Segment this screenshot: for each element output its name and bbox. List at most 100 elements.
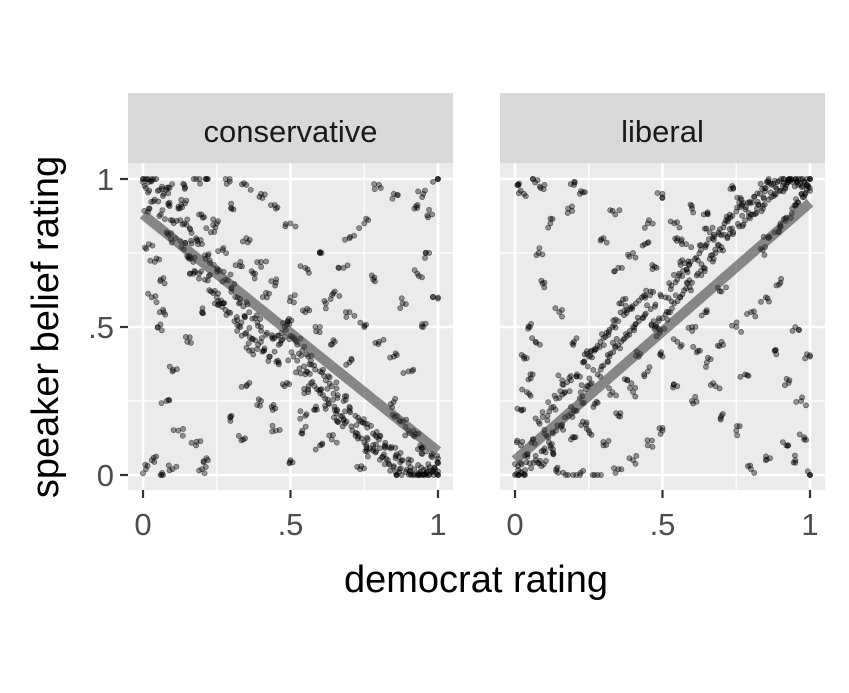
scatter-point — [636, 297, 642, 304]
scatter-point — [525, 376, 532, 383]
scatter-point — [293, 369, 299, 376]
scatter-point — [159, 207, 166, 213]
scatter-point — [788, 176, 794, 182]
scatter-point — [526, 391, 533, 397]
scatter-point — [515, 472, 522, 478]
scatter-point — [646, 217, 652, 224]
scatter-point — [301, 363, 307, 370]
scatter-point — [414, 446, 421, 452]
scatter-point — [342, 408, 348, 415]
scatter-point — [546, 439, 552, 446]
scatter-point — [363, 444, 370, 450]
scatter-point — [190, 176, 197, 182]
scatter-point — [297, 408, 304, 415]
scatter-point — [257, 402, 263, 409]
scatter-point — [649, 262, 656, 268]
scatter-point — [186, 334, 193, 341]
scatter-point — [702, 225, 708, 232]
scatter-point — [617, 410, 624, 416]
facet-strip-label: conservative — [203, 114, 377, 149]
scatter-point — [201, 214, 207, 220]
scatter-point — [654, 190, 661, 196]
scatter-point — [518, 407, 525, 414]
scatter-point — [674, 219, 680, 226]
scatter-point — [570, 472, 576, 478]
scatter-point — [361, 220, 368, 227]
scatter-point — [573, 335, 580, 342]
scatter-point — [297, 263, 304, 269]
scatter-point — [710, 380, 716, 386]
scatter-point — [717, 416, 724, 423]
scatter-point — [641, 371, 647, 378]
scatter-point — [764, 295, 771, 302]
scatter-point — [227, 271, 234, 278]
scatter-point — [397, 305, 404, 311]
scatter-point — [373, 428, 380, 435]
scatter-point — [547, 215, 554, 222]
scatter-point — [632, 384, 639, 391]
scatter-point — [789, 327, 796, 334]
scatter-point — [569, 203, 575, 210]
scatter-point — [227, 417, 234, 424]
scatter-point — [751, 308, 757, 315]
scatter-point — [272, 282, 278, 289]
scatter-point — [354, 463, 361, 470]
scatter-point — [197, 438, 204, 444]
scatter-point — [238, 181, 245, 188]
scatter-point — [537, 341, 543, 348]
scatter-point — [239, 263, 245, 270]
scatter-point — [590, 403, 597, 410]
scatter-point — [357, 319, 364, 326]
scatter-point — [398, 295, 405, 302]
scatter-point — [573, 472, 580, 478]
scatter-point — [392, 350, 399, 357]
scatter-point — [766, 298, 772, 305]
scatter-point — [156, 213, 163, 219]
scatter-point — [796, 327, 802, 333]
scatter-point — [330, 290, 337, 297]
scatter-point — [559, 381, 566, 388]
scatter-point — [257, 339, 264, 345]
scatter-point — [807, 472, 813, 478]
x-tick-label: 1 — [429, 507, 446, 542]
scatter-point — [723, 217, 729, 224]
scatter-point — [521, 471, 528, 477]
scatter-point — [587, 352, 594, 359]
scatter-point — [639, 242, 646, 249]
scatter-point — [166, 397, 173, 404]
scatter-point — [161, 280, 168, 287]
scatter-point — [246, 334, 253, 341]
scatter-point — [418, 323, 425, 330]
scatter-point — [512, 461, 518, 467]
scatter-point — [243, 344, 250, 351]
scatter-point — [784, 442, 791, 449]
scatter-point — [402, 301, 409, 307]
scatter-point — [578, 422, 585, 428]
scatter-point — [426, 206, 432, 213]
scatter-point — [642, 310, 649, 317]
scatter-point — [613, 410, 619, 416]
scatter-point — [782, 185, 789, 192]
scatter-point — [622, 302, 629, 309]
scatter-point — [269, 428, 276, 435]
scatter-point — [564, 210, 571, 216]
scatter-point — [256, 193, 263, 200]
scatter-point — [159, 469, 165, 476]
scatter-point — [613, 392, 619, 399]
scatter-point — [550, 446, 556, 453]
scatter-point — [799, 394, 805, 401]
scatter-point — [146, 205, 153, 212]
scatter-point — [173, 463, 180, 470]
scatter-point — [584, 363, 591, 370]
scatter-point — [588, 347, 595, 354]
scatter-point — [737, 373, 744, 380]
scatter-point — [549, 216, 556, 222]
scatter-point — [603, 442, 610, 448]
scatter-point — [702, 244, 709, 251]
scatter-point — [313, 403, 319, 410]
scatter-point — [249, 347, 256, 354]
scatter-point — [402, 432, 409, 439]
scatter-point — [344, 262, 351, 269]
scatter-point — [201, 470, 208, 477]
scatter-point — [747, 198, 753, 205]
